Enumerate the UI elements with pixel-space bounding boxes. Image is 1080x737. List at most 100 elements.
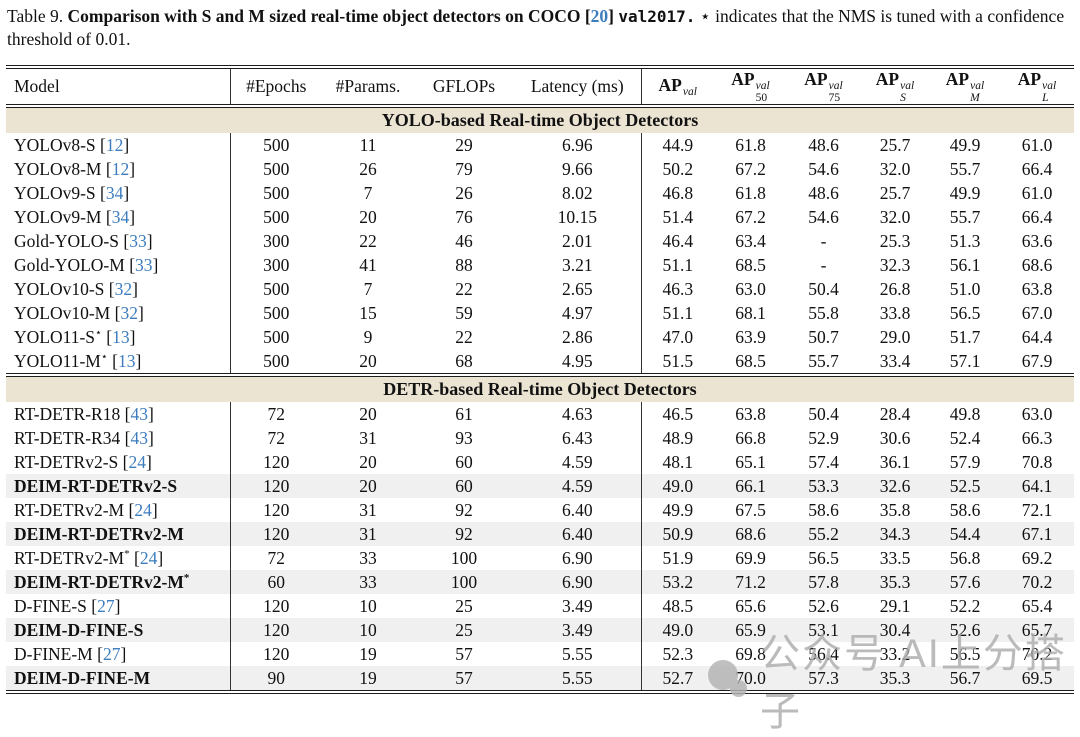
value-cell: 32.6 bbox=[860, 474, 930, 499]
citation-link[interactable]: 12 bbox=[105, 135, 124, 156]
value-cell: 51.9 bbox=[640, 546, 714, 571]
value-cell: 52.9 bbox=[808, 428, 839, 449]
value-cell: 69.5 bbox=[1000, 666, 1074, 691]
value-cell: 69.9 bbox=[735, 548, 766, 569]
value-cell: 25.7 bbox=[879, 135, 911, 156]
value-cell: 61 bbox=[455, 404, 473, 425]
value-cell: 33.4 bbox=[879, 351, 911, 372]
value-cell: 52.4 bbox=[949, 428, 981, 449]
value-cell: 8.02 bbox=[561, 183, 593, 204]
column-header: AP val M bbox=[945, 69, 985, 104]
value-cell: 65.6 bbox=[735, 596, 766, 617]
value-cell: 57 bbox=[455, 644, 473, 665]
citation-link[interactable]: 24 bbox=[139, 548, 158, 569]
value-cell: 58.6 bbox=[808, 500, 839, 521]
value-cell: 4.59 bbox=[514, 474, 641, 499]
value-cell: 50.9 bbox=[640, 522, 714, 547]
table-bottom-rule bbox=[6, 690, 1074, 695]
citation-link[interactable]: 20 bbox=[590, 6, 609, 26]
column-header: Model bbox=[14, 76, 60, 97]
value-cell: 63.9 bbox=[735, 327, 766, 348]
value-cell: 31 bbox=[359, 500, 377, 521]
value-cell: 500 bbox=[229, 325, 322, 350]
column-header: AP val bbox=[640, 69, 714, 105]
value-cell: 56.4 bbox=[808, 644, 839, 665]
value-cell: 51.4 bbox=[640, 205, 714, 230]
value-cell: 63.0 bbox=[1021, 404, 1053, 425]
citation-link[interactable]: 33 bbox=[129, 231, 147, 252]
value-cell: 20 bbox=[359, 452, 377, 473]
value-cell: 46.8 bbox=[640, 181, 714, 206]
column-header: #Epochs bbox=[229, 69, 322, 105]
citation-link[interactable]: 13 bbox=[112, 327, 130, 348]
citation-link[interactable]: 34 bbox=[105, 183, 124, 204]
citation-link[interactable]: 43 bbox=[130, 404, 148, 425]
value-cell: 48.9 bbox=[640, 426, 714, 451]
citation-link[interactable]: 24 bbox=[134, 500, 152, 521]
value-cell: 68.1 bbox=[735, 303, 766, 324]
table-row: DEIM-RT-DETRv2-M* 60 33 100 6.90 53.2 71.2 57.8… bbox=[6, 570, 1074, 595]
value-cell: 33.2 bbox=[879, 644, 911, 665]
column-header: AP val 50 bbox=[731, 69, 770, 104]
star-symbol: * bbox=[183, 572, 190, 585]
value-cell: 500 bbox=[229, 301, 322, 326]
model-cell: YOLO11-S⋆ [13] bbox=[14, 327, 136, 348]
value-cell: 33 bbox=[359, 548, 377, 569]
value-cell: 20 bbox=[322, 474, 414, 499]
citation-link[interactable]: 27 bbox=[97, 596, 115, 617]
value-cell: 33.5 bbox=[879, 548, 911, 569]
value-cell: 56.7 bbox=[930, 666, 1000, 691]
value-cell: 32.0 bbox=[879, 207, 911, 228]
model-name: D-FINE-M bbox=[14, 644, 93, 665]
citation-link[interactable]: 12 bbox=[111, 159, 130, 180]
value-cell: 66.4 bbox=[1021, 159, 1053, 180]
model-name: DEIM-RT-DETRv2-S bbox=[14, 476, 178, 497]
model-name: RT-DETRv2-M bbox=[14, 500, 125, 521]
model-cell: D-FINE-S [27] bbox=[14, 596, 121, 617]
value-cell: 46 bbox=[455, 231, 473, 252]
citation-link[interactable]: 43 bbox=[130, 428, 148, 449]
value-cell: 61.0 bbox=[1021, 183, 1053, 204]
citation-link[interactable]: 27 bbox=[102, 644, 121, 665]
citation-link[interactable]: 32 bbox=[120, 303, 138, 324]
citation-link[interactable]: 32 bbox=[114, 279, 133, 300]
value-cell: 29.1 bbox=[879, 596, 911, 617]
star-symbol: ⋆ bbox=[100, 351, 108, 364]
model-name: RT-DETR-R34 bbox=[14, 428, 121, 449]
model-name: RT-DETRv2-S bbox=[14, 452, 119, 473]
section-separator-rule bbox=[6, 373, 1074, 378]
value-cell: 3.49 bbox=[514, 618, 641, 643]
citation-link[interactable]: 33 bbox=[135, 255, 153, 276]
value-cell: 68.5 bbox=[735, 351, 766, 372]
value-cell: 63.6 bbox=[1021, 231, 1053, 252]
table-row: RT-DETR-R18 [43] 72 20 61 4.63 46.5 63.8 50.4 28… bbox=[6, 402, 1074, 427]
value-cell: 500 bbox=[229, 205, 322, 230]
table-row: DEIM-RT-DETRv2-S 120 20 60 4.59 49.0 66.1 53.3 3… bbox=[6, 474, 1074, 499]
model-cell: RT-DETR-R18 [43] bbox=[14, 404, 154, 425]
citation-link[interactable]: 13 bbox=[117, 351, 136, 372]
value-cell: 4.59 bbox=[561, 452, 593, 473]
column-header: AP val L bbox=[1017, 69, 1057, 104]
value-cell: 53.3 bbox=[787, 474, 860, 499]
value-cell: 9 bbox=[363, 327, 373, 348]
value-cell: 47.0 bbox=[640, 325, 714, 350]
value-cell: 120 bbox=[229, 450, 322, 475]
value-cell: 6.90 bbox=[561, 548, 593, 569]
value-cell: 29.0 bbox=[879, 327, 911, 348]
model-cell: DEIM-D-FINE-M bbox=[6, 666, 230, 691]
value-cell: 22 bbox=[455, 327, 473, 348]
value-cell: 35.3 bbox=[860, 666, 930, 691]
value-cell: 76 bbox=[455, 207, 473, 228]
table-row: YOLOv9-M [34] 500 20 76 10.15 51.4 67.2 54.6 32.… bbox=[6, 205, 1074, 230]
value-cell: 2.65 bbox=[561, 279, 593, 300]
value-cell: 56.8 bbox=[949, 548, 981, 569]
value-cell: 300 bbox=[229, 229, 322, 254]
caption-citation-bracket-close: ] bbox=[608, 6, 614, 26]
citation-link[interactable]: 24 bbox=[128, 452, 147, 473]
citation-link[interactable]: 34 bbox=[111, 207, 130, 228]
value-cell: 29 bbox=[455, 135, 473, 156]
value-cell: 61.0 bbox=[1021, 135, 1053, 156]
value-cell: 52.3 bbox=[640, 642, 714, 667]
table-row: YOLO11-S⋆ [13] 500 9 22 2.86 47.0 63.9 50.7 29.0… bbox=[6, 325, 1074, 350]
model-cell: RT-DETR-R34 [43] bbox=[14, 428, 154, 449]
